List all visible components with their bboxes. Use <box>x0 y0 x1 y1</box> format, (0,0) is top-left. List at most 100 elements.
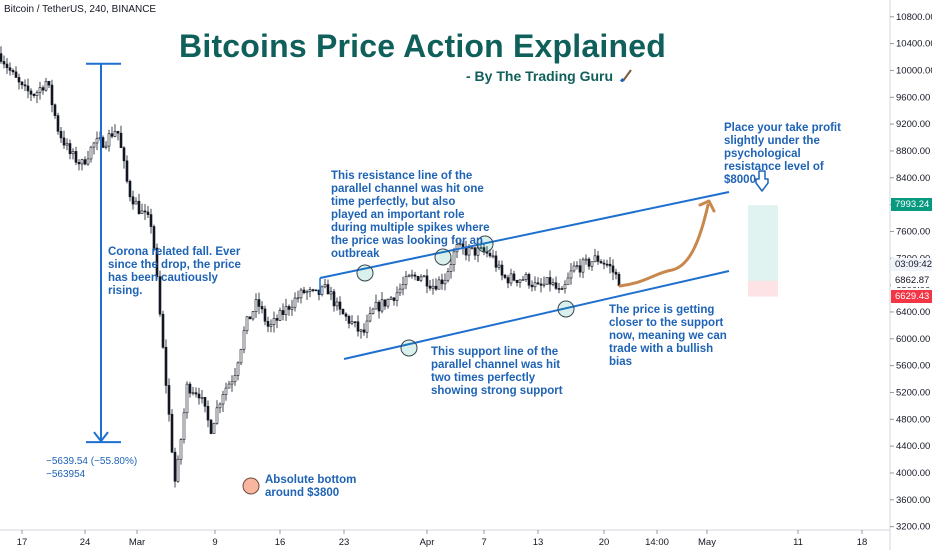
candle-down <box>206 405 210 421</box>
symbol-header[interactable]: Bitcoin / TetherUS, 240, BINANCE <box>4 4 157 15</box>
candle-up <box>242 330 246 350</box>
time-tick-label: Mar <box>129 537 145 548</box>
candle-up <box>65 143 69 146</box>
candle-down <box>506 277 510 284</box>
time-tick-label: 20 <box>599 537 610 548</box>
candle-down <box>605 263 609 266</box>
candle-up <box>278 310 282 321</box>
touch-point-marker <box>434 248 452 266</box>
candle-up <box>575 265 579 267</box>
candle-up <box>113 130 117 137</box>
candle-up <box>284 306 288 315</box>
candle-up <box>290 306 294 310</box>
candle-down <box>8 67 12 71</box>
candle-up <box>407 274 411 278</box>
time-tick-label: 11 <box>793 537 803 548</box>
candle-up <box>107 133 111 147</box>
candle-up <box>221 394 225 405</box>
support-near-note: The price is getting closer to the suppo… <box>609 304 727 368</box>
candle-down <box>125 160 129 182</box>
candle-down <box>137 200 141 214</box>
time-tick-label: 16 <box>275 537 286 548</box>
candle-down <box>149 214 153 227</box>
candle-down <box>356 321 360 332</box>
candle-up <box>245 316 249 332</box>
chart-subtitle: - By The Trading Guru <box>466 68 632 84</box>
price-tick-label: 4800.00 <box>896 414 930 425</box>
candle-up <box>563 284 567 289</box>
candle-down <box>5 63 9 69</box>
candle-down <box>614 271 618 275</box>
time-tick-label: 13 <box>533 537 544 548</box>
candle-down <box>515 279 519 283</box>
candle-down <box>203 397 207 407</box>
price-tick-label: 3600.00 <box>896 495 930 506</box>
candle-up <box>404 276 408 285</box>
candle-up <box>593 255 597 263</box>
candle-up <box>215 407 219 424</box>
candle-up <box>269 324 273 327</box>
bottom-note: Absolute bottom around $3800 <box>265 474 357 499</box>
candle-up <box>497 264 501 268</box>
candle-down <box>266 320 270 327</box>
candle-down <box>17 77 21 83</box>
candle-down <box>119 132 123 149</box>
candle-up <box>410 274 414 277</box>
price-tick-label: 7600.00 <box>896 226 930 237</box>
time-tick-label: 24 <box>80 537 91 548</box>
candle-up <box>386 299 390 307</box>
candle-up <box>368 313 372 322</box>
candle-up <box>329 291 333 295</box>
price-tick-label: 6400.00 <box>896 307 930 318</box>
candle-up <box>590 261 594 267</box>
candle-up <box>299 289 303 299</box>
candle-up <box>296 297 300 300</box>
candle-down <box>74 151 78 163</box>
candle-down <box>536 282 540 285</box>
candle-up <box>134 200 138 205</box>
candle-down <box>377 301 381 312</box>
candle-down <box>20 81 24 86</box>
candle-down <box>494 255 498 268</box>
candle-down <box>344 313 348 317</box>
price-tick-label: 5600.00 <box>896 361 930 372</box>
touch-point-marker <box>557 300 575 318</box>
candle-down <box>116 130 120 134</box>
candle-up <box>218 403 222 409</box>
candle-down <box>131 196 135 205</box>
candle-down <box>170 413 174 453</box>
candle-up <box>272 318 276 325</box>
candle-down <box>539 283 543 286</box>
candle-down <box>260 306 264 310</box>
candle-up <box>491 255 495 258</box>
candle-down <box>602 262 606 265</box>
time-tick-label: 17 <box>17 537 28 548</box>
candle-down <box>383 299 387 307</box>
candle-down <box>59 131 63 139</box>
candle-up <box>374 301 378 310</box>
candle-down <box>341 308 345 315</box>
price-tick-label: 8800.00 <box>896 146 930 157</box>
candle-down <box>578 265 582 273</box>
candle-down <box>488 252 492 257</box>
candle-up <box>239 349 243 364</box>
candle-down <box>338 301 342 310</box>
candle-up <box>92 142 96 148</box>
chart-title: Bitcoins Price Action Explained <box>179 28 666 64</box>
candle-up <box>542 283 546 286</box>
candle-down <box>347 316 351 324</box>
take-profit-zone <box>748 205 778 281</box>
candle-up <box>224 387 228 395</box>
candle-down <box>608 263 612 267</box>
candle-up <box>254 299 258 312</box>
candle-up <box>452 251 456 265</box>
candle-up <box>185 383 189 414</box>
take-profit-note: Place your take profit slightly under th… <box>724 122 841 186</box>
price-tick-label: 10000.00 <box>896 65 932 76</box>
time-tick-label: 9 <box>212 537 217 548</box>
price-tag: 6629.43 <box>891 289 932 303</box>
candle-up <box>308 289 312 292</box>
candle-down <box>47 81 51 86</box>
candle-down <box>143 210 147 213</box>
candle-down <box>425 275 429 287</box>
